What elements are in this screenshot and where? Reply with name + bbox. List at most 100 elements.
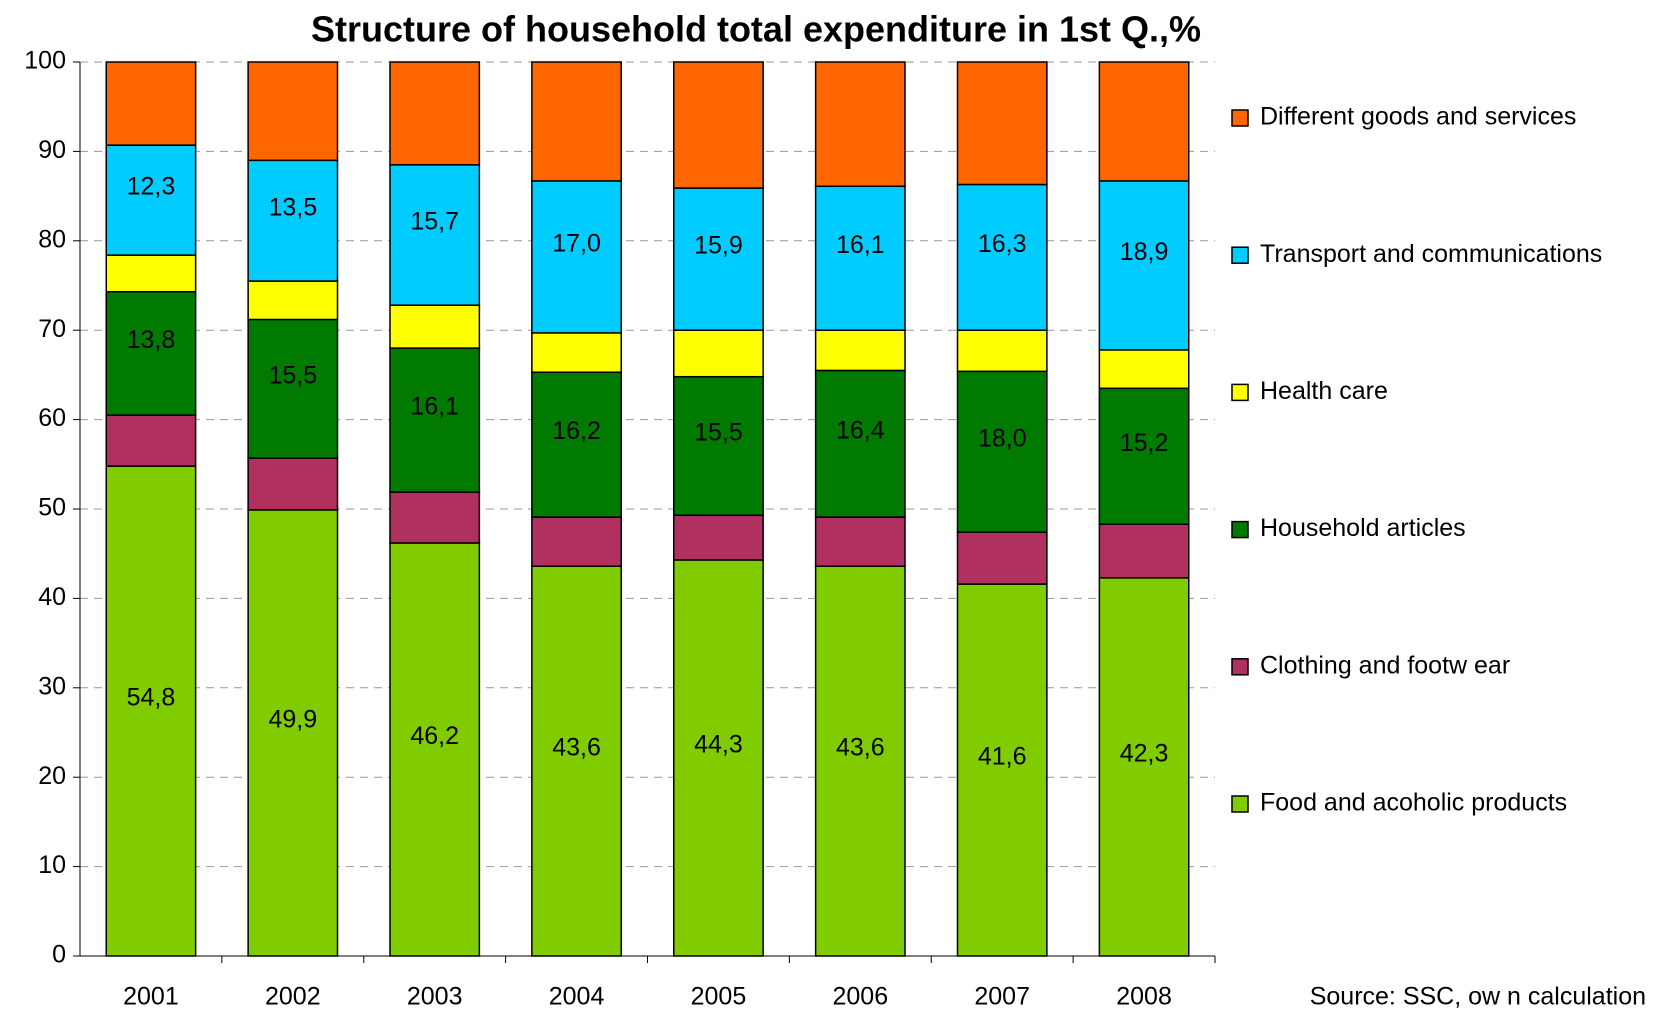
bar-segment	[956, 183, 1048, 331]
data-label: 46,2	[410, 722, 459, 750]
data-label: 16,1	[410, 393, 459, 421]
bar-segment	[389, 61, 481, 166]
bar-segment	[956, 329, 1048, 373]
bar-segment	[814, 185, 906, 331]
bar-segment	[105, 291, 197, 416]
bar-segment	[814, 61, 906, 188]
bar-segment	[247, 280, 339, 321]
bar-segment	[247, 509, 339, 957]
data-label: 43,6	[552, 734, 601, 762]
bar-segment	[105, 61, 197, 146]
bar-segment	[389, 491, 481, 544]
bar-segment	[247, 318, 339, 459]
bar-segment	[531, 180, 623, 334]
x-tick-label: 2004	[549, 983, 605, 1011]
bar-segment	[1098, 387, 1190, 525]
source-note: Source: SSC, ow n calculation	[1310, 983, 1646, 1011]
data-label: 12,3	[127, 173, 176, 201]
bar-segment	[672, 61, 764, 189]
bar-segment	[956, 61, 1048, 186]
data-label: 42,3	[1120, 740, 1169, 768]
data-label: 18,0	[978, 424, 1027, 452]
bar-segment	[814, 329, 906, 372]
bar-segment	[105, 414, 197, 467]
bar-segment	[1098, 577, 1190, 957]
bar-segment	[956, 370, 1048, 533]
bar-segment	[672, 187, 764, 331]
legend-swatch	[1231, 383, 1249, 402]
bar-segment	[672, 375, 764, 517]
y-tick-label: 60	[38, 404, 66, 432]
bar-segment	[531, 565, 623, 957]
y-tick-label: 20	[38, 762, 66, 790]
legend-label: Clothing and footw ear	[1260, 651, 1510, 679]
legend-swatch	[1231, 795, 1249, 813]
y-tick-label: 0	[52, 941, 66, 969]
bar-segment	[814, 516, 906, 567]
data-label: 13,5	[268, 193, 317, 221]
bar-segment	[389, 304, 481, 349]
bar-segment	[531, 61, 623, 182]
legend-swatch	[1231, 109, 1249, 127]
y-tick-label: 90	[38, 136, 66, 164]
data-label: 13,8	[127, 326, 176, 354]
y-tick-label: 30	[38, 672, 66, 700]
data-label: 43,6	[836, 734, 885, 762]
y-tick-label: 70	[38, 315, 66, 343]
bar-segment	[956, 531, 1048, 585]
bar-segment	[956, 583, 1048, 957]
y-tick-label: 100	[24, 47, 66, 75]
bar-segment	[1098, 61, 1190, 182]
bar-segment	[531, 371, 623, 518]
data-label: 16,1	[836, 231, 885, 259]
bar-segment	[1098, 523, 1190, 579]
y-tick-label: 40	[38, 583, 66, 611]
data-label: 16,2	[552, 417, 601, 445]
legend-label: Transport and communications	[1260, 240, 1602, 268]
bar-segment	[814, 565, 906, 957]
x-tick-label: 2008	[1116, 983, 1172, 1011]
legend-label: Different goods and services	[1260, 103, 1576, 131]
bar-segment	[531, 332, 623, 373]
data-label: 15,5	[694, 419, 743, 447]
bar-segment	[389, 164, 481, 306]
data-label: 15,7	[410, 208, 459, 236]
legend-label: Household articles	[1260, 514, 1466, 542]
bar-segment	[105, 465, 197, 957]
chart-title: Structure of household total expenditure…	[311, 9, 1201, 50]
data-label: 49,9	[268, 706, 317, 734]
legend-label: Food and acoholic products	[1260, 789, 1567, 817]
legend-swatch	[1231, 520, 1249, 539]
y-tick-label: 10	[38, 851, 66, 879]
bar-segment	[672, 514, 764, 561]
bar-segment	[105, 254, 197, 293]
bar-segment	[672, 559, 764, 957]
bar-segment	[814, 369, 906, 518]
x-tick-label: 2006	[833, 983, 889, 1011]
data-label: 15,5	[268, 361, 317, 389]
bar-segment	[247, 457, 339, 511]
bar-segment	[247, 61, 339, 162]
legend-swatch	[1231, 246, 1249, 264]
bar-segment	[672, 329, 764, 378]
data-label: 44,3	[694, 731, 743, 759]
y-tick-label: 80	[38, 225, 66, 253]
y-tick-label: 50	[38, 494, 66, 522]
data-label: 17,0	[552, 230, 601, 258]
data-label: 15,2	[1120, 429, 1169, 457]
x-tick-label: 2002	[265, 983, 321, 1011]
bar-segment	[531, 516, 623, 567]
data-label: 54,8	[127, 684, 176, 712]
bar-segment	[389, 542, 481, 957]
legend-label: Health care	[1260, 377, 1388, 405]
x-tick-label: 2003	[407, 983, 463, 1011]
x-tick-label: 2001	[123, 983, 179, 1011]
data-label: 16,3	[978, 230, 1027, 258]
data-label: 15,9	[694, 232, 743, 260]
data-label: 18,9	[1120, 238, 1169, 266]
x-tick-label: 2005	[691, 983, 747, 1011]
x-tick-label: 2007	[974, 983, 1030, 1011]
data-label: 16,4	[836, 416, 885, 444]
legend-swatch	[1231, 658, 1249, 676]
